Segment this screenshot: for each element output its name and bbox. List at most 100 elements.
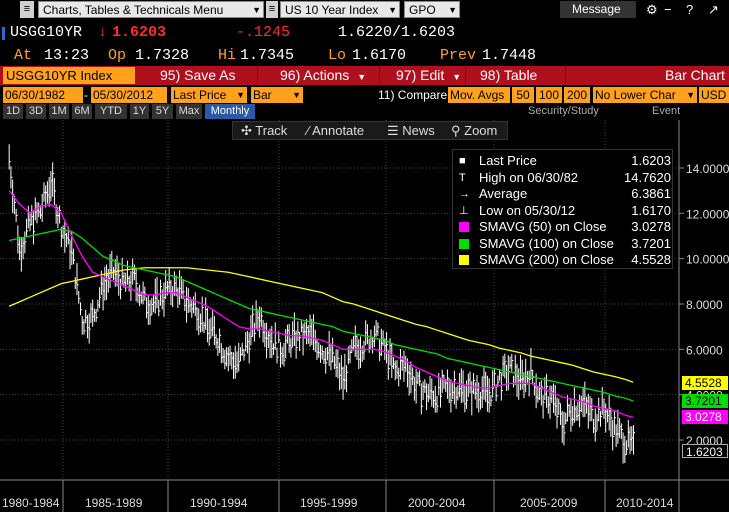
sma200-line (8, 267, 634, 383)
start-date-input[interactable]: 06/30/1982 (3, 87, 83, 103)
legend-label: SMAVG (200) on Close (479, 252, 614, 267)
legend-value: 1.6203 (631, 153, 671, 168)
chevron-down-icon: ▼ (292, 90, 301, 100)
field-label: Last Price (173, 88, 227, 102)
low-label: Lo (328, 47, 347, 64)
help-icon[interactable]: ? (686, 2, 694, 17)
sma100-axis-tag: 3.7201 (682, 394, 728, 408)
chevron-down-icon: ▼ (388, 5, 397, 15)
legend-value: 4.5528 (631, 252, 671, 267)
legend-value: 6.3861 (631, 186, 671, 201)
minimize-icon[interactable]: − (664, 2, 672, 17)
y-tick-label: 8.0000 (686, 298, 723, 312)
y-tick-label: 12.0000 (686, 207, 729, 221)
high-marker-icon: T (459, 171, 466, 184)
zoom-tool[interactable]: ⚲ Zoom (451, 122, 497, 139)
prev-label: Prev (440, 47, 477, 64)
price-bars (8, 144, 636, 464)
event-button[interactable]: Event (652, 105, 681, 117)
chart-type-select[interactable]: Bar ▼ (251, 87, 303, 103)
last-price-square-icon: ■ (459, 155, 466, 167)
last-price-axis-tag: 1.6203 (682, 444, 728, 459)
legend-row: SMAVG (200) on Close 4.5528 (457, 252, 671, 268)
period-6m[interactable]: 6M (72, 104, 92, 119)
chart-legend: ■ Last Price 1.6203 T High on 06/30/82 14.762… (452, 149, 673, 269)
save-as-button[interactable]: 95) Save As (140, 66, 258, 85)
x-tick-label: 2010-2014 (616, 496, 674, 510)
charts-menu-dropdown[interactable]: Charts, Tables & Technicals Menu ▼ (38, 1, 264, 18)
ticker-input[interactable]: USGG10YR Index (3, 67, 135, 84)
list-icon[interactable]: ≡ (266, 1, 278, 18)
avg-200-input[interactable]: 200 (564, 87, 590, 103)
period-1m[interactable]: 1M (49, 104, 69, 119)
chevron-down-icon: ▼ (448, 5, 457, 15)
page-dropdown[interactable]: GPO ▼ (404, 1, 460, 18)
lower-chart-label: No Lower Char (595, 88, 676, 102)
security-study-button[interactable]: Security/Study (528, 105, 599, 117)
ticker-symbol: USGG10YR (10, 24, 83, 41)
action-bar: USGG10YR Index 95) Save As 96) Actions ▼ … (0, 66, 729, 85)
magnifier-icon: ⚲ (451, 123, 465, 138)
chevron-down-icon: ▼ (252, 5, 261, 15)
menu-icon[interactable]: ≡ (20, 1, 34, 18)
legend-label: High on 06/30/82 (479, 169, 579, 185)
period-ytd[interactable]: YTD (95, 104, 127, 119)
legend-row: ■ Last Price 1.6203 (457, 153, 671, 169)
period-max[interactable]: Max (176, 104, 202, 119)
x-tick-label: 1985-1989 (85, 496, 143, 510)
prev-value: 1.7448 (482, 47, 537, 64)
table-button[interactable]: 98) Table (466, 66, 566, 85)
legend-row: SMAVG (100) on Close 3.7201 (457, 236, 671, 252)
currency-select[interactable]: USD (699, 87, 729, 103)
legend-value: 14.7620 (624, 169, 671, 185)
actions-menu[interactable]: 96) Actions ▼ (258, 66, 380, 85)
sma50-line (8, 190, 634, 418)
end-date-input[interactable]: 05/30/2012 (91, 87, 167, 103)
y-tick-label: 14.0000 (686, 162, 729, 176)
y-tick-label: 10.0000 (686, 253, 729, 267)
period-1y[interactable]: 1Y (130, 104, 149, 119)
chevron-down-icon: ▼ (236, 90, 245, 100)
edit-menu[interactable]: 97) Edit ▼ (380, 66, 466, 85)
x-tick-label: 1980-1984 (2, 496, 60, 510)
annotate-tool[interactable]: ∕ Annotate (307, 122, 364, 139)
track-tool[interactable]: ✣ Track (241, 122, 287, 139)
period-bar: 1D 3D 1M 6M YTD 1Y 5Y Max Monthly Security/Study E… (0, 104, 729, 119)
period-1d[interactable]: 1D (3, 104, 23, 119)
chevron-down-icon: ▼ (357, 72, 367, 82)
lower-chart-select[interactable]: No Lower Char ▼ (593, 87, 697, 103)
average-marker-icon: → (459, 188, 470, 200)
compare-button[interactable]: 11) Compare (378, 88, 448, 102)
chevron-down-icon: ▼ (686, 90, 695, 100)
avg-50-input[interactable]: 50 (512, 87, 534, 103)
news-icon: ☰ (387, 123, 403, 138)
bid-ask: 1.6220/1.6203 (338, 24, 456, 41)
actions-label: 96) Actions (280, 67, 350, 83)
period-monthly[interactable]: Monthly (205, 104, 255, 119)
message-button[interactable]: Message (560, 1, 636, 18)
security-dropdown[interactable]: US 10 Year Index ▼ (280, 1, 400, 18)
field-select[interactable]: Last Price ▼ (171, 87, 247, 103)
quote-line-1: USGG10YR ↓ 1.6203 -.1245 1.6220/1.6203 (0, 24, 729, 44)
magenta-swatch (459, 222, 469, 232)
last-price: 1.6203 (112, 24, 167, 41)
input-bar: 06/30/1982 - 05/30/2012 Last Price ▼ Bar ▼… (0, 87, 729, 103)
mov-avgs-select[interactable]: Mov. Avgs (448, 87, 510, 103)
x-tick-label: 2005-2009 (520, 496, 578, 510)
x-tick-label: 2000-2004 (408, 496, 466, 510)
legend-row: ⊥ Low on 05/30/12 1.6170 (457, 203, 671, 219)
low-marker-icon: ⊥ (459, 204, 469, 217)
settings-icon[interactable]: ⚙ (646, 2, 658, 17)
green-swatch (459, 238, 469, 249)
avg-100-input[interactable]: 100 (536, 87, 562, 103)
period-5y[interactable]: 5Y (152, 104, 173, 119)
at-label: At (14, 47, 33, 64)
legend-value: 3.7201 (631, 235, 671, 251)
news-label: News (402, 123, 435, 138)
news-tool[interactable]: ☰ News (387, 122, 435, 139)
period-3d[interactable]: 3D (26, 104, 46, 119)
expand-icon[interactable]: ↗ (708, 2, 719, 17)
quote-line-2: At 13:23 Op 1.7328 Hi 1.7345 Lo 1.6170 P… (0, 47, 729, 65)
message-label: Message (572, 2, 621, 16)
charts-menu-label: Charts, Tables & Technicals Menu (43, 3, 224, 17)
